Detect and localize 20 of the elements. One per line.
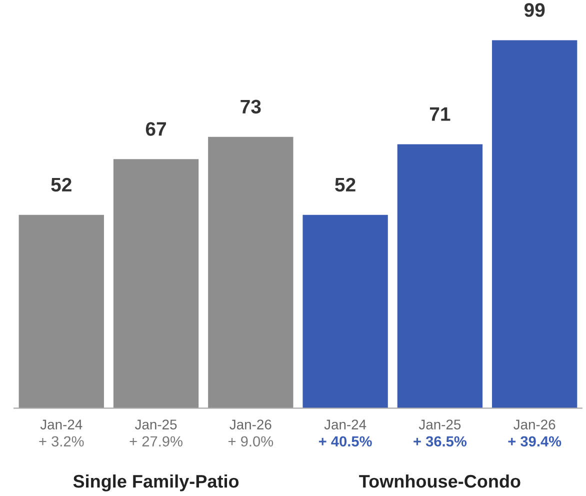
- data-label: 67: [146, 122, 166, 136]
- data-label: 52: [335, 178, 356, 192]
- x-tick-label: Jan-24 + 40.5%: [318, 420, 372, 447]
- x-tick-label: Jan-24 + 3.2%: [39, 420, 84, 447]
- bar: [113, 159, 199, 408]
- bar: [302, 214, 388, 408]
- x-tick-label: Jan-26 + 9.0%: [228, 420, 274, 447]
- data-label: 71: [430, 107, 450, 121]
- x-tick-label: Jan-25 + 36.5%: [414, 420, 467, 447]
- bar: [492, 40, 578, 408]
- data-label: 73: [240, 100, 261, 114]
- text: Townhouse-Condo: [359, 474, 520, 488]
- x-tick-label: Jan-25 + 27.9%: [130, 420, 182, 447]
- bar: [397, 144, 483, 408]
- x-tick-label: Jan-26 + 39.4%: [508, 420, 562, 447]
- data-label: 52: [51, 178, 72, 192]
- bar: [18, 214, 104, 408]
- bar: [208, 136, 294, 408]
- data-label: 99: [524, 3, 545, 17]
- text: Single Family-Patio: [73, 474, 239, 492]
